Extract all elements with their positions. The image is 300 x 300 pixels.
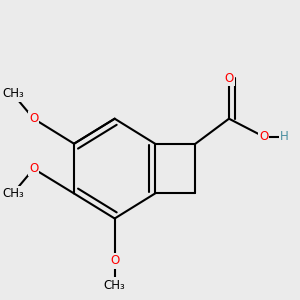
Text: H: H [280,130,289,143]
Text: O: O [259,130,268,143]
Text: CH₃: CH₃ [2,187,24,200]
Text: O: O [29,112,38,125]
Text: O: O [110,254,119,267]
Text: CH₃: CH₃ [2,88,24,100]
Text: O: O [224,72,234,85]
Text: CH₃: CH₃ [104,278,126,292]
Text: O: O [29,162,38,175]
